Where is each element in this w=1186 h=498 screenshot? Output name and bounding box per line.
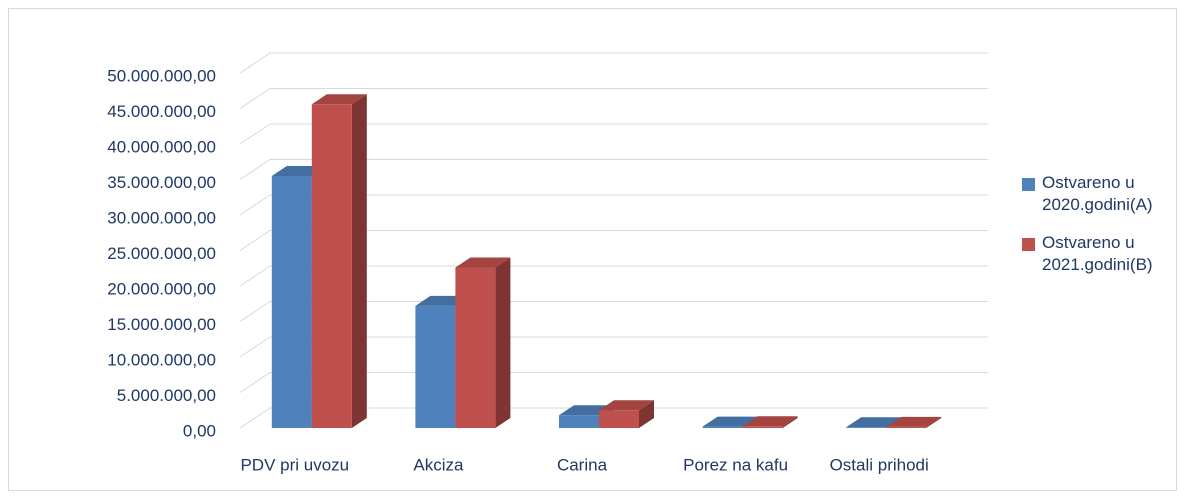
bar-front <box>311 104 352 429</box>
bar-side <box>495 257 511 428</box>
grid-line <box>239 407 988 429</box>
bar-top <box>742 416 798 427</box>
y-tick-label: 25.000.000,00 <box>107 244 216 263</box>
grid-line <box>239 230 988 251</box>
legend-label: Ostvareno u 2021.godini(B) <box>1042 233 1153 274</box>
legend-item: Ostvareno u 2021.godini(B) <box>1022 232 1182 276</box>
x-tick-label: PDV pri uvozu <box>240 455 349 474</box>
grid-line <box>239 301 988 322</box>
bar <box>455 257 511 428</box>
grid-line <box>239 265 988 287</box>
x-tick-label: Porez na kafu <box>683 455 788 474</box>
legend-swatch <box>1022 238 1035 251</box>
bar-front <box>742 426 783 428</box>
y-tick-label: 50.000.000,00 <box>107 66 216 85</box>
legend: Ostvareno u 2020.godini(A) Ostvareno u 20… <box>1022 172 1182 292</box>
bar-top <box>702 416 758 427</box>
bar-front <box>599 410 639 428</box>
bar-top <box>846 417 902 428</box>
grid-line <box>239 123 988 145</box>
y-tick-label: 10.000.000,00 <box>107 350 216 369</box>
legend-item: Ostvareno u 2020.godini(A) <box>1022 172 1182 216</box>
bar-front <box>415 305 456 428</box>
y-tick-label: 0,00 <box>183 421 216 440</box>
legend-label: Ostvareno u 2020.godini(A) <box>1042 173 1153 214</box>
bar <box>311 94 367 429</box>
y-tick-label: 30.000.000,00 <box>107 208 216 227</box>
bar-front <box>559 415 599 428</box>
chart-border <box>8 8 1177 491</box>
bar-front <box>271 175 312 428</box>
bar-front <box>886 426 927 428</box>
y-tick-label: 45.000.000,00 <box>107 102 216 121</box>
grid-line <box>239 52 988 74</box>
bar-top <box>599 400 654 411</box>
bar-side <box>351 94 367 429</box>
y-tick-label: 5.000.000,00 <box>117 386 216 405</box>
grid-line <box>239 336 988 358</box>
y-tick-label: 40.000.000,00 <box>107 137 216 156</box>
grid-line <box>239 159 988 180</box>
x-tick-label: Akciza <box>413 455 464 474</box>
y-tick-label: 20.000.000,00 <box>107 279 216 298</box>
grid-line <box>239 194 988 216</box>
bar-side <box>782 416 798 428</box>
legend-swatch <box>1022 178 1035 191</box>
x-tick-label: Carina <box>557 455 608 474</box>
bar-side <box>926 416 942 428</box>
bar <box>886 416 942 428</box>
bar <box>599 400 654 428</box>
y-tick-label: 35.000.000,00 <box>107 173 216 192</box>
grid-line <box>239 372 988 393</box>
grid-line <box>239 88 988 109</box>
bar-front <box>846 427 887 428</box>
bar-front <box>455 267 496 428</box>
bar-top <box>886 416 942 427</box>
y-tick-label: 15.000.000,00 <box>107 315 216 334</box>
x-tick-label: Ostali prihodi <box>830 455 929 474</box>
bar-top <box>455 257 511 268</box>
bar-side <box>639 400 654 428</box>
bar-front <box>702 426 743 428</box>
bar <box>742 416 798 428</box>
bar-top <box>311 94 367 105</box>
